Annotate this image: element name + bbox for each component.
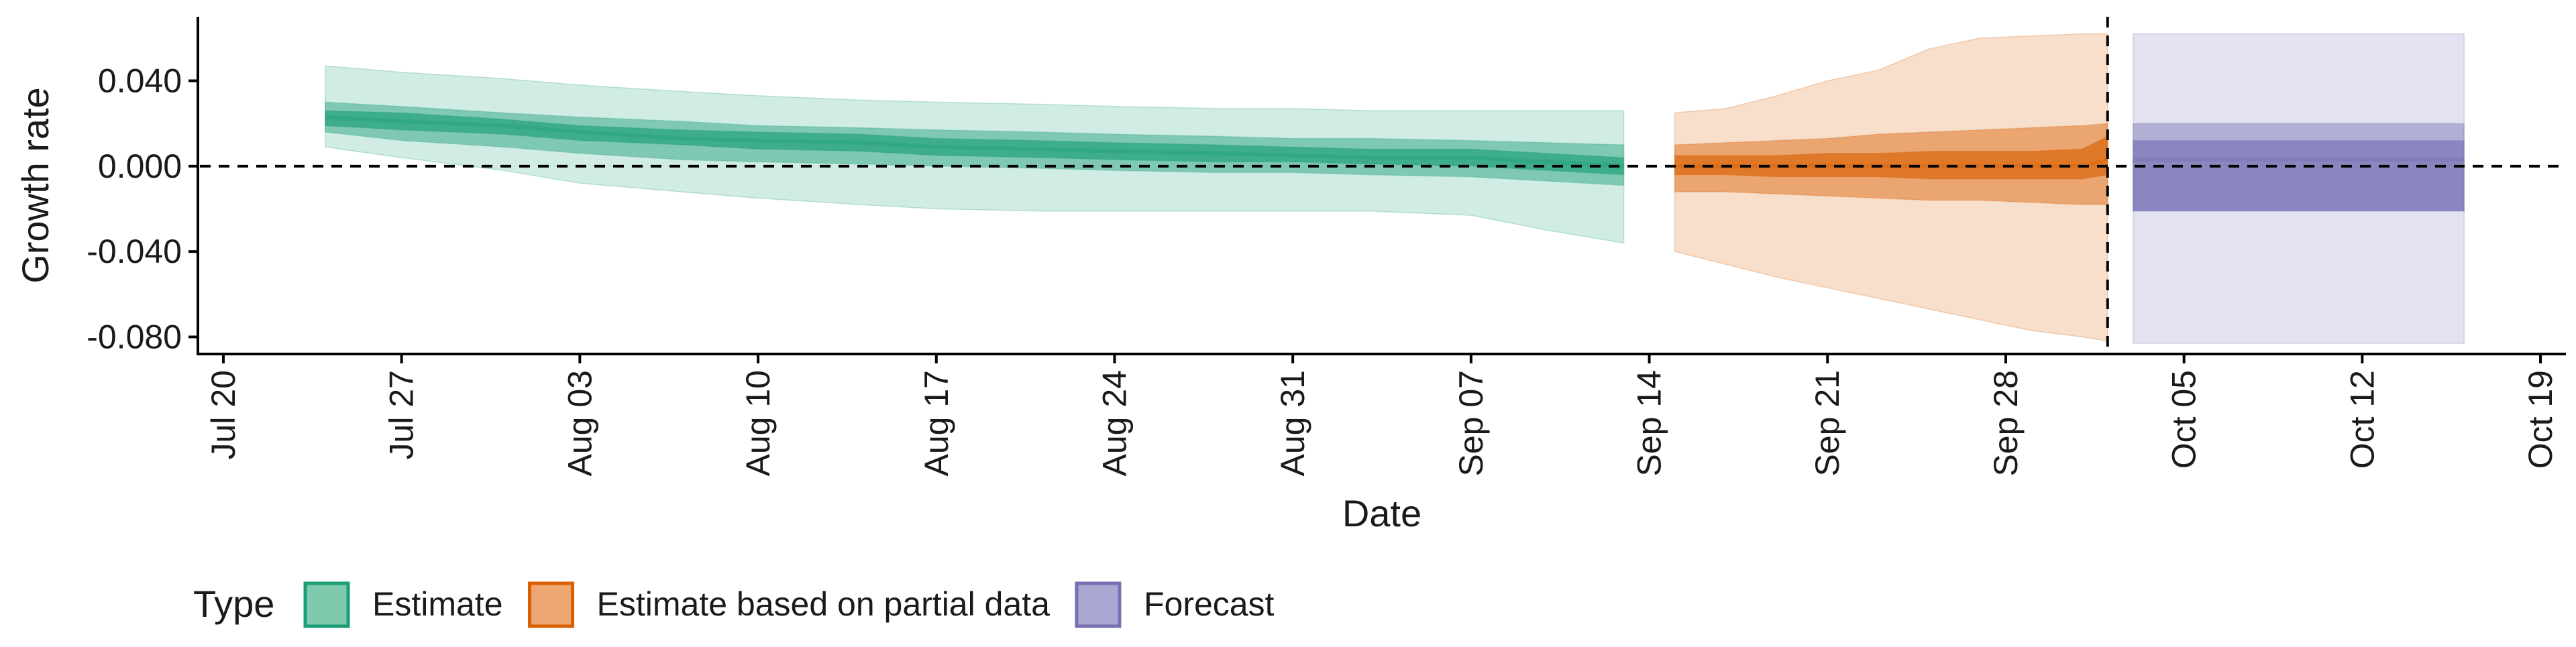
legend-swatch: [528, 581, 575, 628]
series-2-bands: [2132, 33, 2465, 344]
legend-swatch: [1075, 581, 1122, 628]
legend-entry-label: Estimate: [372, 585, 503, 623]
y-tick-label: -0.080: [87, 318, 182, 356]
x-tick-label: Jul 20: [205, 370, 242, 459]
x-tick-label: Oct 19: [2522, 370, 2559, 469]
y-axis-ticks: 0.040 0.000 -0.040 -0.080: [87, 62, 198, 356]
x-axis-title: Date: [1342, 492, 1421, 534]
y-tick-label: -0.040: [87, 233, 182, 270]
series-1-median-line: [1674, 158, 2108, 168]
x-tick-label: Sep 14: [1631, 370, 1668, 476]
legend: Type Estimate Estimate based on partial d…: [193, 581, 1275, 628]
x-tick-label: Sep 21: [1809, 370, 1846, 476]
series-2-band-20-area: [2132, 139, 2465, 212]
x-tick-label: Oct 12: [2343, 370, 2381, 469]
y-tick-label: 0.040: [98, 62, 182, 100]
x-tick-label: Aug 10: [739, 370, 777, 476]
x-axis-ticks: Jul 20 Jul 27 Aug 03 Aug 10 Aug 17 Aug 24 Aug …: [205, 354, 2559, 476]
uncertainty-bands: [325, 33, 2465, 344]
legend-entry-label: Forecast: [1144, 585, 1275, 623]
series-0-band-20-area: [325, 110, 1625, 176]
legend-entries: Estimate Estimate based on partial data Fo…: [303, 581, 1275, 628]
legend-entry-label: Estimate based on partial data: [597, 585, 1051, 623]
x-tick-label: Jul 27: [383, 370, 421, 459]
x-tick-label: Sep 28: [1987, 370, 2025, 476]
x-tick-label: Oct 05: [2165, 370, 2203, 469]
x-tick-label: Sep 07: [1452, 370, 1490, 476]
axes: 0.040 0.000 -0.040 -0.080 Jul 20 Jul 27 Aug 0…: [14, 17, 2566, 534]
x-tick-label: Aug 17: [918, 370, 955, 476]
x-tick-label: Aug 31: [1274, 370, 1311, 476]
series-1-bands: [1674, 33, 2108, 342]
x-tick-label: Aug 03: [561, 370, 598, 476]
legend-swatch: [303, 581, 350, 628]
x-tick-label: Aug 24: [1095, 370, 1133, 476]
legend-title: Type: [193, 583, 274, 625]
y-tick-label: 0.000: [98, 148, 182, 185]
series-0-median-line: [325, 115, 1624, 168]
y-axis-title: Growth rate: [14, 87, 56, 284]
series-0-bands: [325, 65, 1625, 244]
